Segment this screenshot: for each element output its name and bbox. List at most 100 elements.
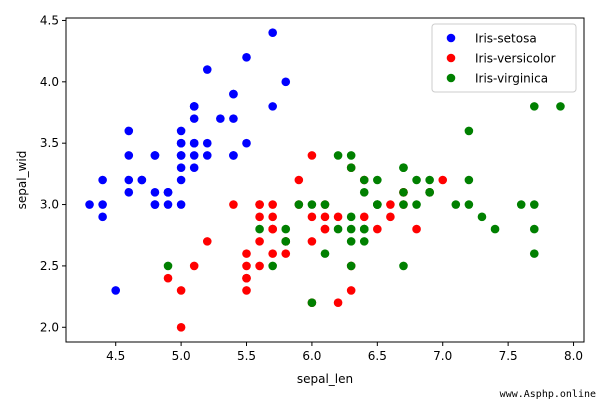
data-point-iris-setosa [281,77,291,87]
data-point-iris-versicolor [268,224,277,234]
data-point-iris-versicolor [268,212,277,222]
points-layer [85,28,565,332]
data-point-iris-virginica [346,237,356,246]
data-point-iris-virginica [346,224,356,234]
data-point-iris-setosa [229,151,238,160]
data-point-iris-virginica [477,212,487,222]
data-point-iris-setosa [202,65,212,74]
data-point-iris-versicolor [255,212,264,222]
x-tick-label: 4.5 [106,349,125,363]
legend-marker-iris-setosa [446,33,456,43]
data-point-iris-virginica [529,102,539,111]
data-point-iris-virginica [346,163,356,173]
data-point-iris-setosa [111,286,121,295]
data-point-iris-versicolor [320,212,330,222]
data-point-iris-virginica [399,163,408,173]
data-point-iris-versicolor [242,273,251,283]
data-point-iris-setosa [124,187,134,197]
data-point-iris-virginica [294,200,304,209]
data-point-iris-virginica [399,261,408,271]
data-point-iris-virginica [346,261,356,271]
data-point-iris-versicolor [307,212,317,222]
x-tick-label: 5.0 [172,349,191,363]
x-tick-label: 6.5 [368,349,387,363]
y-axis-label: sepal_wid [15,151,29,210]
x-tick-label: 5.5 [237,349,256,363]
x-axis-label: sepal_len [297,372,353,386]
data-point-iris-virginica [307,200,317,209]
data-point-iris-setosa [98,212,107,222]
data-point-iris-virginica [451,200,461,209]
data-point-iris-virginica [255,224,264,234]
data-point-iris-versicolor [255,261,264,271]
legend-label: Iris-versicolor [475,52,556,66]
legend-box [431,23,577,93]
data-point-iris-setosa [268,28,277,38]
data-point-iris-setosa [85,200,94,209]
data-point-iris-virginica [529,224,539,234]
data-point-iris-versicolor [412,224,421,234]
data-point-iris-versicolor [307,151,317,160]
data-point-iris-setosa [229,89,238,99]
data-point-iris-versicolor [255,237,264,246]
legend-label: Iris-virginica [475,72,548,86]
data-point-iris-setosa [189,102,199,111]
data-point-iris-versicolor [359,212,369,222]
data-point-iris-virginica [346,151,356,160]
data-point-iris-setosa [189,151,199,160]
data-point-iris-setosa [189,114,199,123]
data-point-iris-setosa [150,151,160,160]
data-point-iris-versicolor [176,286,186,295]
data-point-iris-setosa [124,175,134,185]
data-point-iris-setosa [268,102,277,111]
legend-marker-iris-virginica [446,73,456,83]
data-point-iris-setosa [176,138,186,148]
data-point-iris-setosa [150,200,160,209]
y-tick-label: 4.0 [40,75,59,89]
data-point-iris-virginica [425,187,434,197]
data-point-iris-versicolor [229,200,238,209]
data-point-iris-versicolor [333,298,343,308]
data-point-iris-setosa [176,163,186,173]
data-point-iris-setosa [229,114,238,123]
data-point-iris-setosa [189,138,199,148]
data-point-iris-setosa [202,151,212,160]
data-point-iris-versicolor [242,249,251,258]
data-point-iris-setosa [176,151,186,160]
x-tick-label: 7.5 [499,349,518,363]
data-point-iris-virginica [373,175,382,185]
data-point-iris-virginica [268,261,277,271]
data-point-iris-versicolor [307,237,317,246]
data-point-iris-setosa [137,175,147,185]
plot-frame [65,17,585,343]
legend-label: Iris-setosa [475,32,537,46]
data-point-iris-versicolor [176,322,186,332]
data-point-iris-versicolor [333,212,343,222]
data-point-iris-setosa [176,200,186,209]
y-tick-label: 3.5 [40,136,59,150]
data-point-iris-virginica [516,200,526,209]
data-point-iris-versicolor [386,200,395,209]
data-point-iris-setosa [242,52,251,62]
data-point-iris-setosa [163,187,173,197]
data-point-iris-setosa [176,126,186,136]
legend-marker-iris-versicolor [446,53,456,63]
data-point-iris-virginica [359,237,369,246]
data-point-iris-virginica [412,200,421,209]
data-point-iris-virginica [333,224,343,234]
data-point-iris-setosa [124,151,134,160]
y-axis: 2.0 2.5 3.0 3.5 4.0 4.5 [40,13,66,334]
data-point-iris-versicolor [255,200,264,209]
data-point-iris-virginica [320,200,330,209]
x-tick-label: 7.0 [433,349,452,363]
data-point-iris-virginica [373,200,382,209]
data-point-iris-virginica [399,187,408,197]
legend: Iris-setosa Iris-versicolor Iris-virginica [431,23,577,93]
data-point-iris-setosa [242,138,251,148]
data-point-iris-setosa [176,175,186,185]
data-point-iris-setosa [202,138,212,148]
data-point-iris-virginica [425,175,434,185]
data-point-iris-versicolor [242,261,251,271]
data-point-iris-virginica [529,200,539,209]
